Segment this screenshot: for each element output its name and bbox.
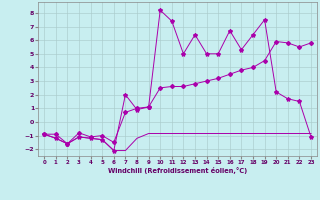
X-axis label: Windchill (Refroidissement éolien,°C): Windchill (Refroidissement éolien,°C) [108, 167, 247, 174]
